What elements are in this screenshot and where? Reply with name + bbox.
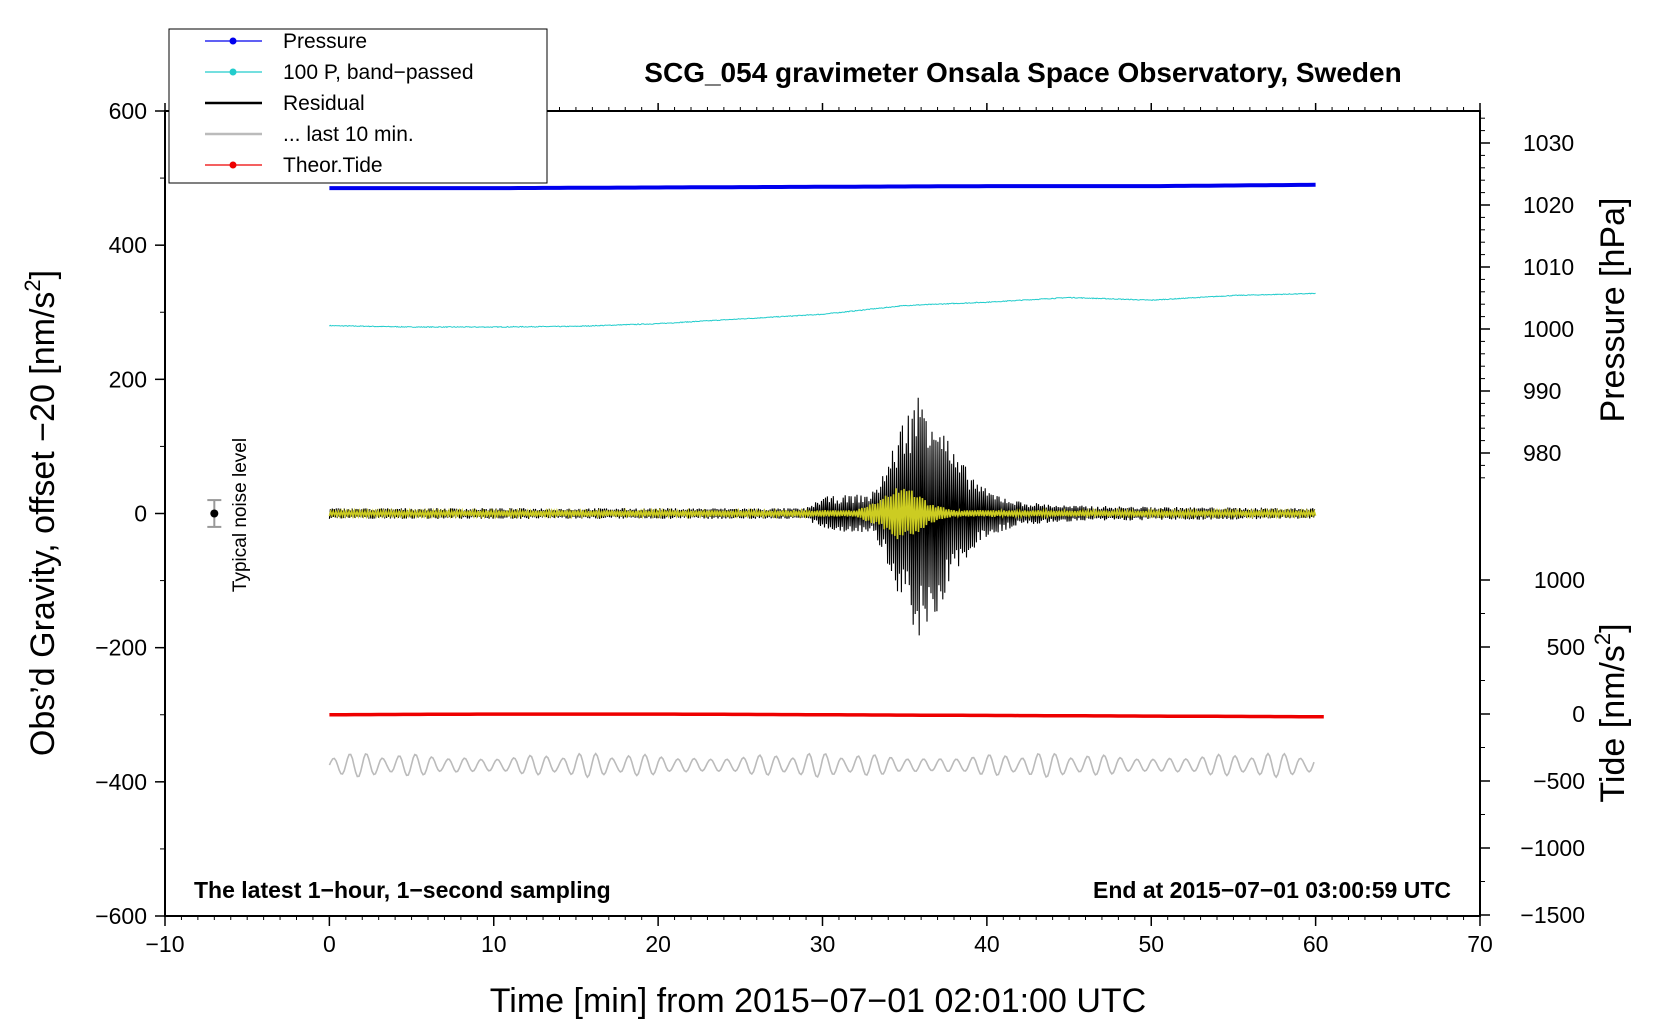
legend: Pressure 100 P, band−passed Residual ... la…	[168, 28, 548, 184]
x-tick-label: 70	[1467, 931, 1493, 957]
legend-box	[168, 28, 548, 184]
noise-level-label: Typical noise level	[230, 438, 251, 592]
y-axis-label: Obs’d Gravity, offset −20 [nm/s2]	[20, 270, 62, 756]
corner-note-left: The latest 1−hour, 1−second sampling	[194, 877, 611, 903]
x-tick-label: 50	[1138, 931, 1164, 957]
series-layer	[328, 182, 1324, 779]
x-tick-label: 60	[1303, 931, 1329, 957]
x-axis-label: Time [min] from 2015−07−01 02:01:00 UTC	[490, 982, 1146, 1020]
axes-layer: −10 0 10 20 30 40 50 60 70−600−400−2000200400600…	[95, 98, 1585, 957]
noise-point	[210, 509, 219, 518]
legend-entry-label: Residual	[283, 92, 365, 115]
series-pressure	[329, 182, 1316, 191]
tide-tick-label: 500	[1547, 634, 1585, 660]
y-tick-label: −200	[95, 635, 147, 661]
legend-marker	[229, 68, 237, 76]
tide-tick-label: −1000	[1520, 835, 1585, 861]
tide-tick-label: −1500	[1520, 902, 1585, 928]
pressure-tick-label: 1010	[1523, 254, 1574, 280]
y-tick-label: −600	[95, 903, 147, 929]
pressure-axis-label: Pressure [hPa]	[1594, 198, 1632, 423]
x-tick-label: 30	[810, 931, 836, 957]
legend-entry-label: 100 P, band−passed	[283, 61, 474, 84]
series-band-passed-pressure	[329, 292, 1316, 329]
series-band-passed-residual	[328, 488, 1317, 540]
y-tick-label: −400	[95, 769, 147, 795]
legend-entry-label: Theor.Tide	[283, 154, 383, 177]
legend-marker	[229, 161, 237, 169]
series-theoretical-tide	[329, 712, 1324, 719]
pressure-tick-label: 1000	[1523, 316, 1574, 342]
pressure-tick-label: 1020	[1523, 192, 1574, 218]
noise-indicator	[207, 499, 222, 528]
legend-marker	[229, 37, 237, 45]
series-last-10-min	[328, 752, 1315, 779]
pressure-tick-label: 980	[1523, 440, 1561, 466]
y-tick-label: 200	[109, 366, 147, 392]
y-tick-label: 600	[109, 98, 147, 124]
tide-tick-label: 0	[1572, 701, 1585, 727]
tide-axis-label: Tide [nm/s2]	[1590, 623, 1632, 802]
legend-entry-label: Pressure	[283, 30, 367, 53]
x-tick-label: 0	[323, 931, 336, 957]
x-tick-label: 20	[645, 931, 671, 957]
tide-tick-label: −500	[1533, 768, 1585, 794]
corner-note-right: End at 2015−07−01 03:00:59 UTC	[1093, 877, 1451, 903]
x-tick-label: 40	[974, 931, 1000, 957]
chart-title: SCG_054 gravimeter Onsala Space Observat…	[644, 57, 1401, 88]
y-tick-label: 400	[109, 232, 147, 258]
pressure-tick-label: 990	[1523, 378, 1561, 404]
tide-tick-label: 1000	[1534, 567, 1585, 593]
legend-entry-label: ... last 10 min.	[283, 123, 414, 146]
x-tick-label: 10	[481, 931, 507, 957]
x-tick-label: −10	[145, 931, 184, 957]
y-tick-label: 0	[134, 501, 147, 527]
pressure-tick-label: 1030	[1523, 130, 1574, 156]
